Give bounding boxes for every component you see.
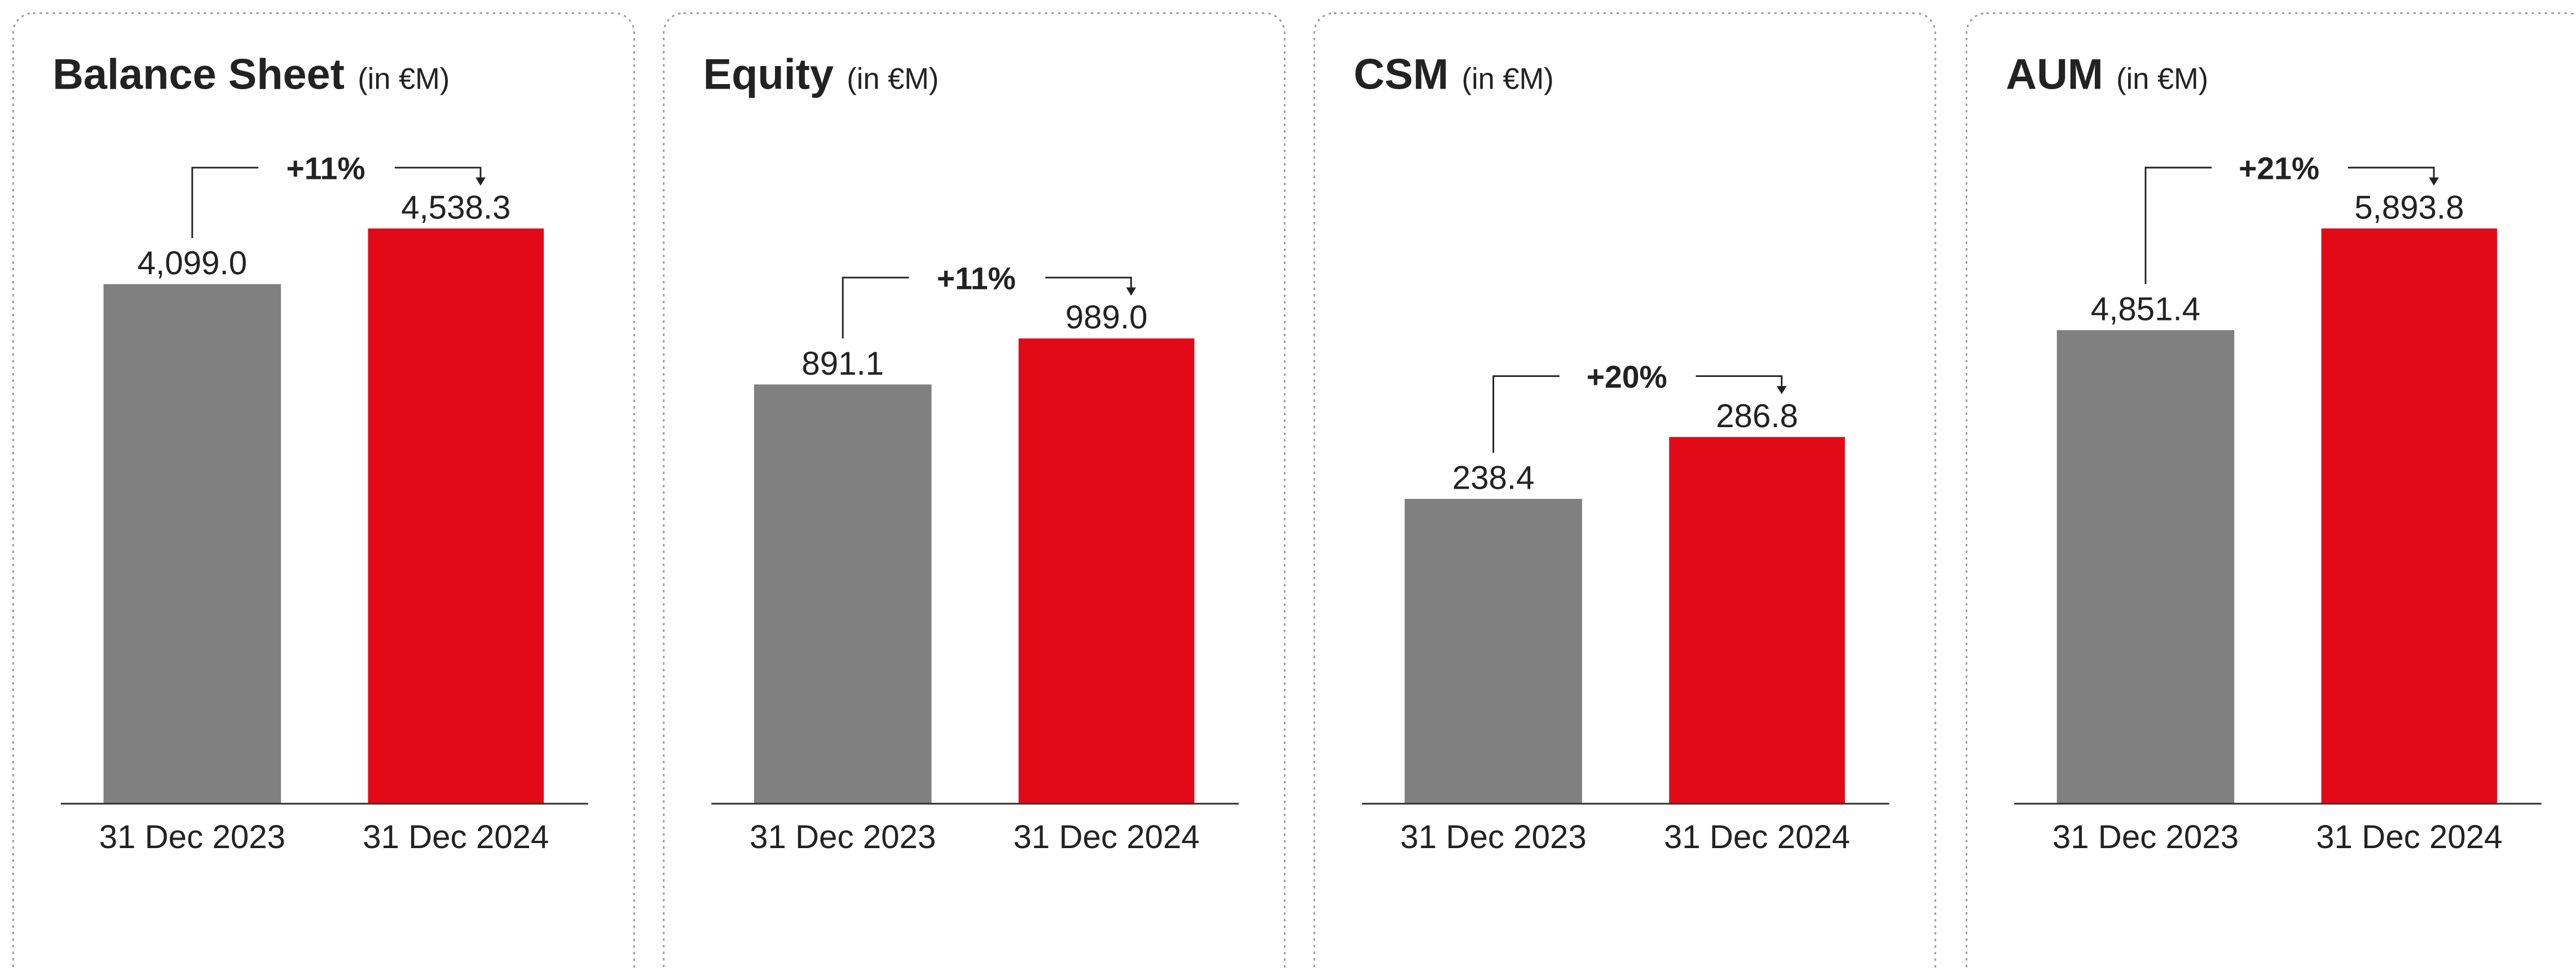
bracket-right bbox=[2348, 166, 2435, 179]
value-label: 4,538.3 bbox=[401, 189, 510, 226]
bracket-right bbox=[1696, 375, 1783, 388]
x-tick-label: 31 Dec 2024 bbox=[1664, 819, 1850, 855]
bar bbox=[754, 384, 932, 804]
subtitle: (in €M) bbox=[358, 63, 450, 95]
bar bbox=[1404, 499, 1582, 804]
value-label: 891.1 bbox=[802, 345, 884, 382]
x-tick-label: 31 Dec 2023 bbox=[750, 819, 936, 855]
chart-title: CSM (in €M) bbox=[1354, 50, 1554, 98]
change-annotation: +20% bbox=[1587, 359, 1667, 394]
title-text: CSM bbox=[1354, 50, 1448, 98]
x-tick-label: 31 Dec 2024 bbox=[1013, 819, 1199, 855]
bar bbox=[368, 228, 544, 804]
chart-title: AUM (in €M) bbox=[2006, 50, 2208, 98]
panel-border bbox=[12, 12, 635, 970]
panel: CSM (in €M) 238.4 31 Dec 2023 286.8 31 Dec 20… bbox=[1313, 12, 1936, 970]
bar bbox=[1669, 437, 1845, 804]
bar bbox=[103, 284, 281, 804]
bracket-left bbox=[2145, 166, 2212, 284]
arrow-head bbox=[2429, 177, 2439, 186]
chart-title: Equity (in €M) bbox=[703, 50, 939, 98]
arrow-head bbox=[475, 177, 486, 186]
x-tick-label: 31 Dec 2023 bbox=[99, 819, 285, 855]
x-tick-label: 31 Dec 2024 bbox=[2316, 819, 2502, 855]
panel: Equity (in €M) 891.1 31 Dec 2023 989.0 31 Dec… bbox=[663, 12, 1286, 970]
title-text: AUM bbox=[2006, 50, 2103, 98]
value-label: 5,893.8 bbox=[2354, 189, 2464, 226]
title-text: Balance Sheet bbox=[52, 50, 345, 98]
panel-border bbox=[1313, 12, 1936, 970]
bracket-left bbox=[1492, 375, 1560, 453]
value-label: 238.4 bbox=[1452, 460, 1535, 497]
change-annotation: +11% bbox=[937, 261, 1016, 296]
panel-border bbox=[663, 12, 1286, 970]
bracket-right bbox=[394, 166, 482, 179]
change-annotation: +21% bbox=[2239, 151, 2319, 186]
title-text: Equity bbox=[703, 50, 834, 98]
bracket-left bbox=[191, 166, 259, 238]
value-label: 4,099.0 bbox=[138, 245, 247, 282]
value-label: 286.8 bbox=[1716, 398, 1798, 434]
x-tick-label: 31 Dec 2024 bbox=[363, 819, 549, 855]
bracket-left bbox=[842, 276, 909, 339]
subtitle: (in €M) bbox=[847, 63, 939, 95]
value-label: 4,851.4 bbox=[2091, 291, 2200, 328]
panel-border bbox=[1965, 12, 2576, 970]
bracket-right bbox=[1045, 276, 1132, 289]
subtitle: (in €M) bbox=[2116, 63, 2208, 95]
x-tick-label: 31 Dec 2023 bbox=[2053, 819, 2239, 855]
panel: Balance Sheet (in €M) 4,099.0 31 Dec 2023 4,… bbox=[12, 12, 635, 970]
change-annotation: +11% bbox=[286, 151, 365, 186]
chart-title: Balance Sheet (in €M) bbox=[52, 50, 450, 98]
arrow-head bbox=[1126, 287, 1137, 296]
arrow-head bbox=[1776, 386, 1787, 394]
bar bbox=[2321, 228, 2498, 804]
x-tick-label: 31 Dec 2023 bbox=[1400, 819, 1586, 855]
bar bbox=[2057, 330, 2235, 804]
panel: AUM (in €M) 4,851.4 31 Dec 2023 5,893.8 31 De… bbox=[1965, 12, 2576, 970]
subtitle: (in €M) bbox=[1462, 63, 1554, 95]
bar bbox=[1018, 338, 1195, 804]
value-label: 989.0 bbox=[1065, 299, 1148, 336]
